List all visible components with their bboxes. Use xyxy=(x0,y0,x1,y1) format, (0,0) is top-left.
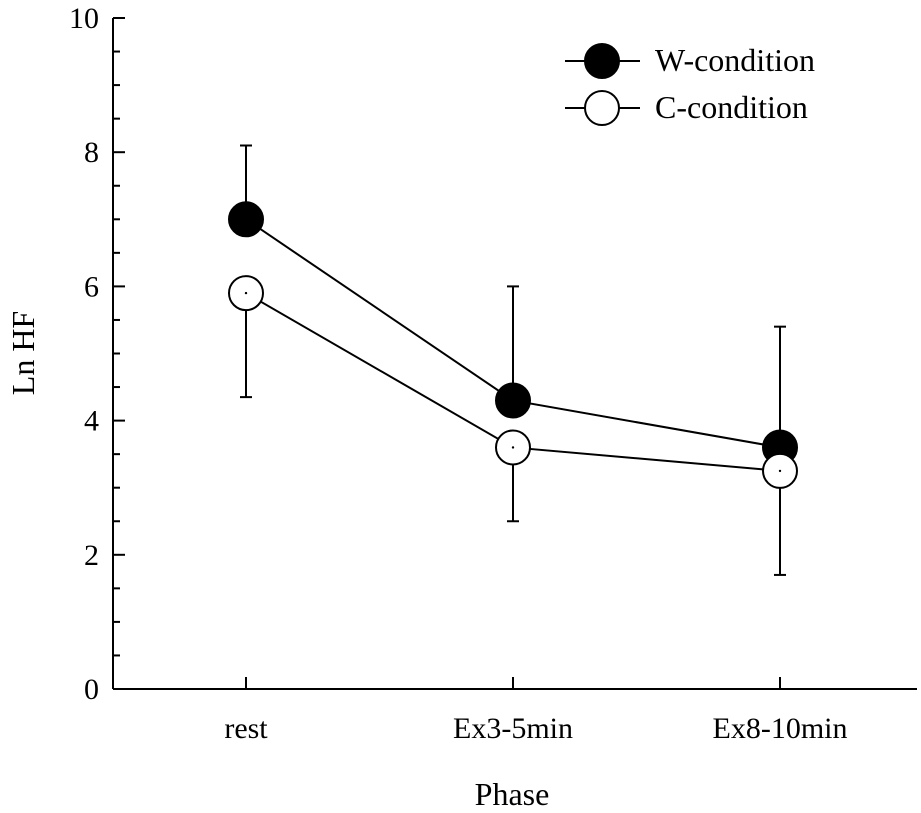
y-tick-label: 2 xyxy=(84,539,99,572)
legend: W-condition C-condition xyxy=(565,42,815,126)
data-point-w xyxy=(495,382,531,419)
y-tick-label: 10 xyxy=(69,2,99,35)
legend-marker-c xyxy=(584,90,620,126)
x-tick-label: rest xyxy=(224,712,268,745)
y-tick-label: 8 xyxy=(84,136,99,169)
y-tick-label: 6 xyxy=(84,270,99,303)
y-ticks: 0 2 4 6 8 10 xyxy=(69,2,125,706)
y-axis-title: Ln HF xyxy=(5,311,41,395)
x-ticks: rest Ex3-5min Ex8-10min xyxy=(224,677,848,745)
y-tick-label: 4 xyxy=(84,405,99,438)
series-layer xyxy=(228,144,798,576)
data-point-w xyxy=(228,201,264,238)
legend-label-w: W-condition xyxy=(655,42,815,78)
y-tick-label: 0 xyxy=(84,673,99,706)
data-point-center-c xyxy=(511,446,515,449)
series-c xyxy=(228,275,798,576)
legend-label-c: C-condition xyxy=(655,89,808,125)
series-w xyxy=(228,144,798,466)
legend-marker-w xyxy=(584,43,620,79)
data-point-center-c xyxy=(244,291,248,295)
data-point-center-c xyxy=(778,469,782,473)
x-tick-label: Ex8-10min xyxy=(713,712,848,745)
x-tick-label: Ex3-5min xyxy=(453,712,573,745)
x-axis-title: Phase xyxy=(475,776,550,812)
